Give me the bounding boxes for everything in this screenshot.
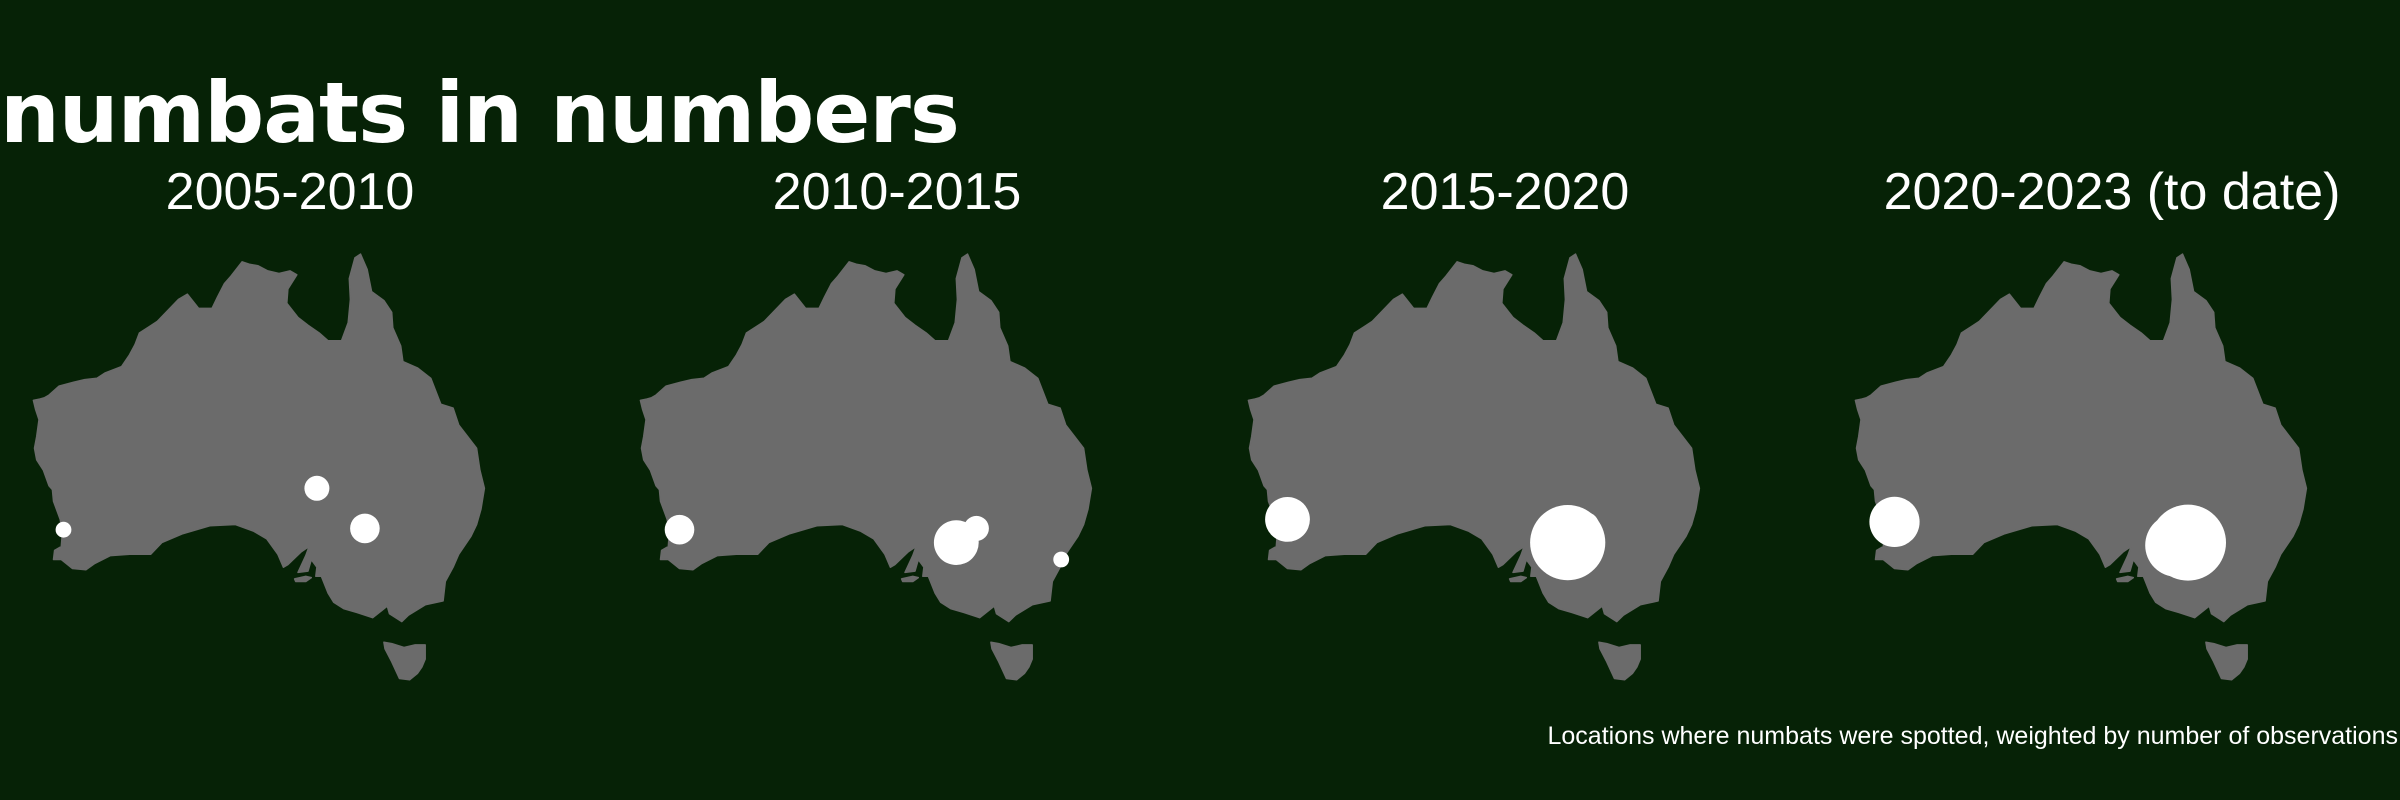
sighting-marker (963, 515, 989, 541)
map-panel-2020-2023 (1854, 253, 2308, 681)
map-panel-2015-2020 (1247, 253, 1701, 681)
map-mainland (32, 253, 486, 623)
map-tasmania (2205, 641, 2248, 681)
map-kangaroo-island (2115, 575, 2135, 583)
australia-landmass (1247, 253, 1701, 681)
sighting-marker (304, 475, 330, 501)
sighting-marker (1530, 505, 1606, 581)
sighting-marker (1265, 497, 1310, 542)
panel-title-2010-2015: 2010-2015 (772, 163, 1022, 221)
map-tasmania (990, 641, 1033, 681)
panel-title-2015-2020: 2015-2020 (1380, 163, 1630, 221)
sighting-marker (1869, 496, 1920, 547)
sighting-marker (1053, 551, 1070, 568)
map-kangaroo-island (293, 575, 313, 583)
sighting-marker (2150, 504, 2226, 581)
map-panel-2005-2010 (32, 253, 486, 681)
sighting-marker (55, 521, 72, 538)
australia-landmass (639, 253, 1093, 681)
australia-landmass (32, 253, 486, 681)
map-mainland (639, 253, 1093, 623)
chart-caption: Locations where numbats were spotted, we… (1547, 722, 2399, 750)
panel-title-2020-2023: 2020-2023 (to date) (1883, 163, 2341, 221)
map-tasmania (1598, 641, 1641, 681)
map-mainland (1247, 253, 1701, 623)
panel-title-2005-2010: 2005-2010 (165, 163, 415, 221)
map-kangaroo-island (1508, 575, 1528, 583)
map-mainland (1854, 253, 2308, 623)
sighting-marker (350, 513, 380, 544)
australia-landmass (1854, 253, 2308, 681)
sighting-marker (664, 514, 695, 545)
map-panel-2010-2015 (639, 253, 1093, 681)
map-kangaroo-island (900, 575, 920, 583)
map-tasmania (383, 641, 426, 681)
chart-title: numbats in numbers (0, 64, 960, 162)
